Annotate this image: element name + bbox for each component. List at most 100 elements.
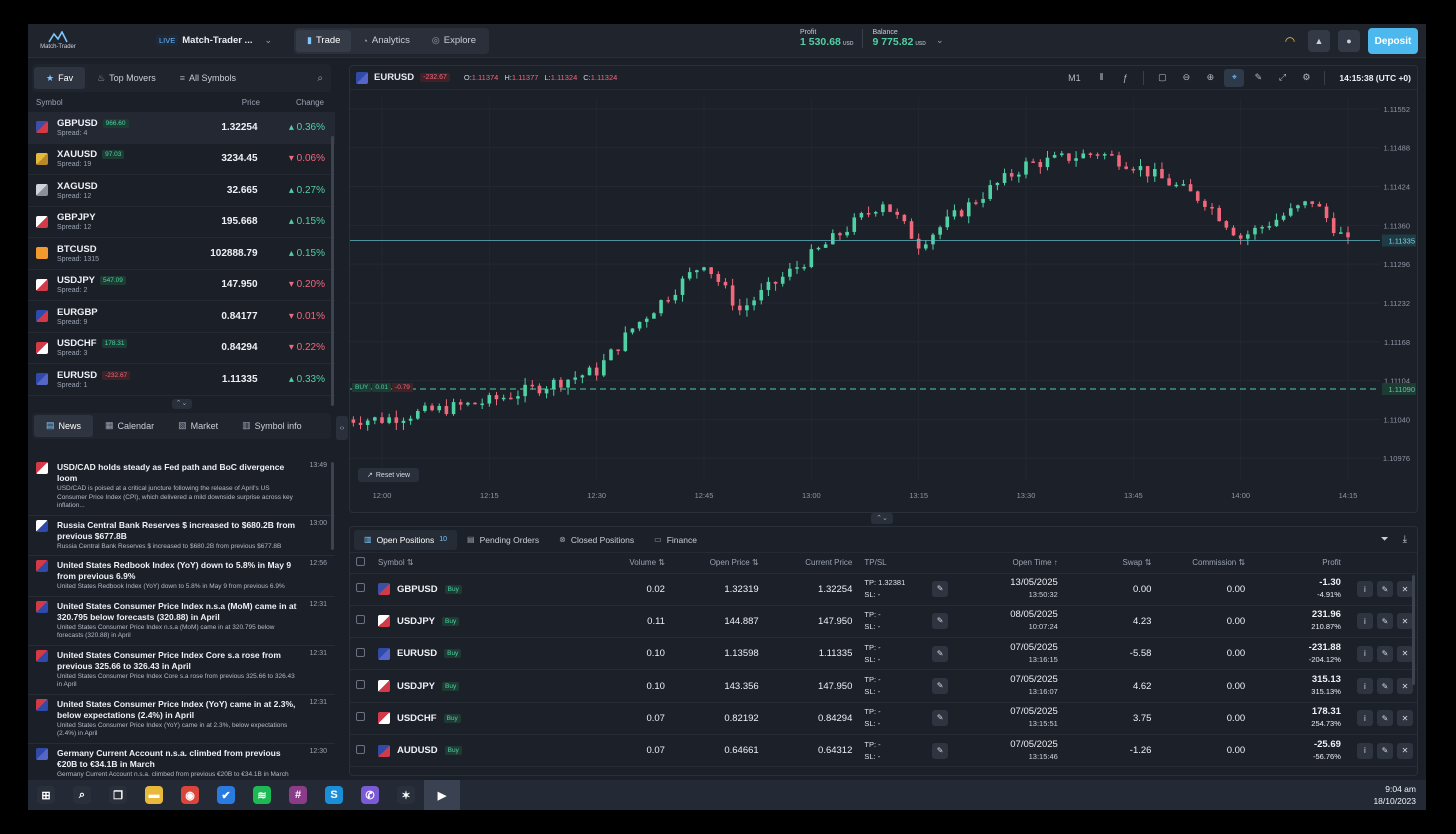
deposit-button[interactable]: Deposit xyxy=(1368,28,1418,54)
header-open-time[interactable]: Open Time ↑ xyxy=(1012,558,1058,568)
close-icon[interactable]: ✕ xyxy=(1396,742,1413,759)
nav-analytics[interactable]: ◔ Analytics xyxy=(351,30,420,52)
tab-top-movers[interactable]: ♨ Top Movers xyxy=(85,67,168,89)
news-item[interactable]: United States Consumer Price Index Core … xyxy=(28,646,335,695)
edit-tpsl-pencil-icon[interactable]: ✎ xyxy=(932,710,949,727)
zoom-out-icon[interactable]: ⊖ xyxy=(1182,72,1191,82)
expand-icon[interactable]: ⤢ xyxy=(1278,72,1287,82)
news-item[interactable]: USD/CAD holds steady as Fed path and BoC… xyxy=(28,458,335,516)
position-row[interactable]: USDJPY Buy 0.10 143.356 147.950 TP: - SL: - ✎ 07… xyxy=(350,669,1417,703)
info-icon[interactable]: i xyxy=(1356,710,1373,727)
watchlist-row[interactable]: USDJPY 547.09 Spread: 2 147.950 ▾ 0.20% xyxy=(28,270,335,301)
news-item[interactable]: United States Consumer Price Index (YoY)… xyxy=(28,695,335,744)
info-icon[interactable]: i xyxy=(1356,742,1373,759)
timeframe-selector[interactable]: M1 xyxy=(1068,72,1081,83)
edit-pencil-icon[interactable]: ✎ xyxy=(1377,775,1393,776)
edit-pencil-icon[interactable]: ✎ xyxy=(1376,581,1393,598)
watchlist-row[interactable]: GBPUSD 966.60 Spread: 4 1.32254 ▴ 0.36% xyxy=(28,112,335,144)
tab-closed-positions[interactable]: ⊗ Closed Positions xyxy=(549,530,644,550)
taskbar-app[interactable]: # xyxy=(280,780,316,810)
info-icon[interactable]: i xyxy=(1356,678,1373,695)
chart-settings-gear-icon[interactable]: ⚙ xyxy=(1302,72,1311,82)
tab-news[interactable]: ▤ News xyxy=(34,414,94,437)
tab-open-positions[interactable]: ▥ Open Positions 10 xyxy=(354,529,458,550)
taskbar-app[interactable]: ▶ xyxy=(424,780,460,810)
edit-tpsl-pencil-icon[interactable]: ✎ xyxy=(932,742,949,759)
zoom-in-icon[interactable]: ⊕ xyxy=(1206,72,1215,82)
position-line-tag[interactable]: BUY 0.01 -0.79 xyxy=(352,383,413,393)
info-icon[interactable]: i xyxy=(1357,775,1373,776)
row-checkbox[interactable] xyxy=(356,583,365,593)
watchlist-row[interactable]: XAUUSD 97.03 Spread: 19 3234.45 ▾ 0.06% xyxy=(28,144,335,175)
edit-pencil-icon[interactable]: ✎ xyxy=(1376,613,1393,630)
row-checkbox[interactable] xyxy=(356,712,365,722)
row-checkbox[interactable] xyxy=(356,615,365,625)
positions-scrollbar[interactable] xyxy=(1412,575,1415,685)
taskbar-app[interactable]: ✆ xyxy=(352,780,388,810)
notifications-button[interactable]: ▲ xyxy=(1308,30,1330,52)
candle-type-icon[interactable]: ⫴ xyxy=(1099,72,1104,82)
tab-all-symbols[interactable]: ≡ All Symbols xyxy=(168,67,248,89)
edit-pencil-icon[interactable]: ✎ xyxy=(1376,678,1393,695)
edit-pencil-icon[interactable]: ✎ xyxy=(1376,710,1393,727)
header-swap[interactable]: Swap ⇅ xyxy=(1122,558,1152,568)
reset-view-button[interactable]: ↗ Reset view xyxy=(358,468,420,482)
draw-pencil-icon[interactable]: ✎ xyxy=(1254,72,1263,82)
position-row[interactable]: USDJPY Buy 0.11 144.887 147.950 TP: - SL: - ✎ 08… xyxy=(350,604,1417,638)
header-commission[interactable]: Commission ⇅ xyxy=(1192,558,1246,568)
account-selector[interactable]: LIVE Match-Trader ... ⌄ xyxy=(156,35,272,46)
info-icon[interactable]: i xyxy=(1356,581,1373,598)
position-row[interactable]: USDCHF Buy 0.07 0.82192 0.84294 TP: - SL: - ✎ 07… xyxy=(350,701,1417,735)
fullscreen-box-icon[interactable]: ▢ xyxy=(1158,72,1167,82)
resize-panels-icon[interactable]: ⌃⌄ xyxy=(871,513,893,524)
watchlist-row[interactable]: EURUSD -232.67 Spread: 1 1.11335 ▴ 0.33% xyxy=(28,364,335,396)
crosshair-icon[interactable]: ⌖ xyxy=(1224,68,1245,87)
system-clock[interactable]: 9:04 am 18/10/2023 xyxy=(1373,783,1416,807)
select-all-checkbox[interactable] xyxy=(356,557,365,567)
app-logo[interactable]: Match-Trader xyxy=(30,24,86,58)
info-icon[interactable]: i xyxy=(1356,645,1373,662)
position-row[interactable]: EURUSD Buy 0.10 1.13598 1.11335 TP: - SL: - ✎ 07… xyxy=(350,637,1417,670)
watchlist-row[interactable]: USDCHF 178.31 Spread: 3 0.84294 ▾ 0.22% xyxy=(28,333,335,364)
watchlist-row[interactable]: BTCUSD Spread: 1315 102888.79 ▴ 0.15% xyxy=(28,238,335,270)
profile-button[interactable]: ● xyxy=(1338,30,1360,52)
edit-pencil-icon[interactable]: ✎ xyxy=(1376,645,1393,662)
tab-market[interactable]: ▧ Market xyxy=(166,415,230,437)
tab-fav[interactable]: ★ Fav xyxy=(34,67,86,89)
watchlist-row[interactable]: GBPJPY Spread: 12 195.668 ▴ 0.15% xyxy=(28,207,335,238)
taskbar-app[interactable]: ⌕ xyxy=(64,780,100,810)
close-icon[interactable]: ✕ xyxy=(1396,645,1413,662)
chart-symbol[interactable]: EURUSD xyxy=(374,72,415,83)
news-item[interactable]: Russia Central Bank Reserves $ increased… xyxy=(28,516,335,556)
news-item[interactable]: Germany Current Account n.s.a. climbed f… xyxy=(28,744,335,784)
row-checkbox[interactable] xyxy=(356,744,365,754)
nav-explore[interactable]: ◎ Explore xyxy=(421,30,487,52)
edit-pencil-icon[interactable]: ✎ xyxy=(1376,742,1393,759)
tab-finance[interactable]: ▭ Finance xyxy=(644,530,707,550)
taskbar-app[interactable]: ❐ xyxy=(100,780,136,810)
position-row[interactable]: 02/04/2025 -0.79 i ✎ ✕ xyxy=(350,766,1417,776)
collapse-left-panel-icon[interactable]: ‹› xyxy=(336,416,348,440)
taskbar-app[interactable]: ≋ xyxy=(244,780,280,810)
close-icon[interactable]: ✕ xyxy=(1396,710,1413,727)
filter-icon[interactable]: ⏷ xyxy=(1380,534,1389,545)
close-icon[interactable]: ✕ xyxy=(1396,678,1413,695)
account-details-chevron-icon[interactable]: ⌄ xyxy=(936,35,944,45)
collapse-watchlist-chevron-icon[interactable]: ⌃⌄ xyxy=(171,398,192,409)
close-icon[interactable]: ✕ xyxy=(1397,775,1413,776)
position-row[interactable]: AUDUSD Buy 0.07 0.64661 0.64312 TP: - SL: - ✎ 07… xyxy=(350,733,1417,767)
info-icon[interactable]: i xyxy=(1356,613,1373,630)
taskbar-app[interactable]: ▬ xyxy=(136,780,172,810)
row-checkbox[interactable] xyxy=(356,680,365,690)
header-symbol[interactable]: Symbol ⇅ xyxy=(377,558,414,568)
watchlist-scrollbar[interactable] xyxy=(331,136,334,406)
edit-tpsl-pencil-icon[interactable]: ✎ xyxy=(932,678,949,695)
taskbar-app[interactable]: ⊞ xyxy=(28,780,64,810)
header-volume[interactable]: Volume ⇅ xyxy=(629,558,665,568)
row-checkbox[interactable] xyxy=(356,647,365,657)
download-icon[interactable]: ⤓ xyxy=(1402,534,1407,545)
news-scrollbar[interactable] xyxy=(331,462,334,550)
watchlist-row[interactable]: EURGBP Spread: 9 0.84177 ▾ 0.01% xyxy=(28,301,335,333)
watchlist-row[interactable]: XAGUSD Spread: 12 32.665 ▴ 0.27% xyxy=(28,175,335,207)
taskbar-app[interactable]: ◉ xyxy=(172,780,208,810)
